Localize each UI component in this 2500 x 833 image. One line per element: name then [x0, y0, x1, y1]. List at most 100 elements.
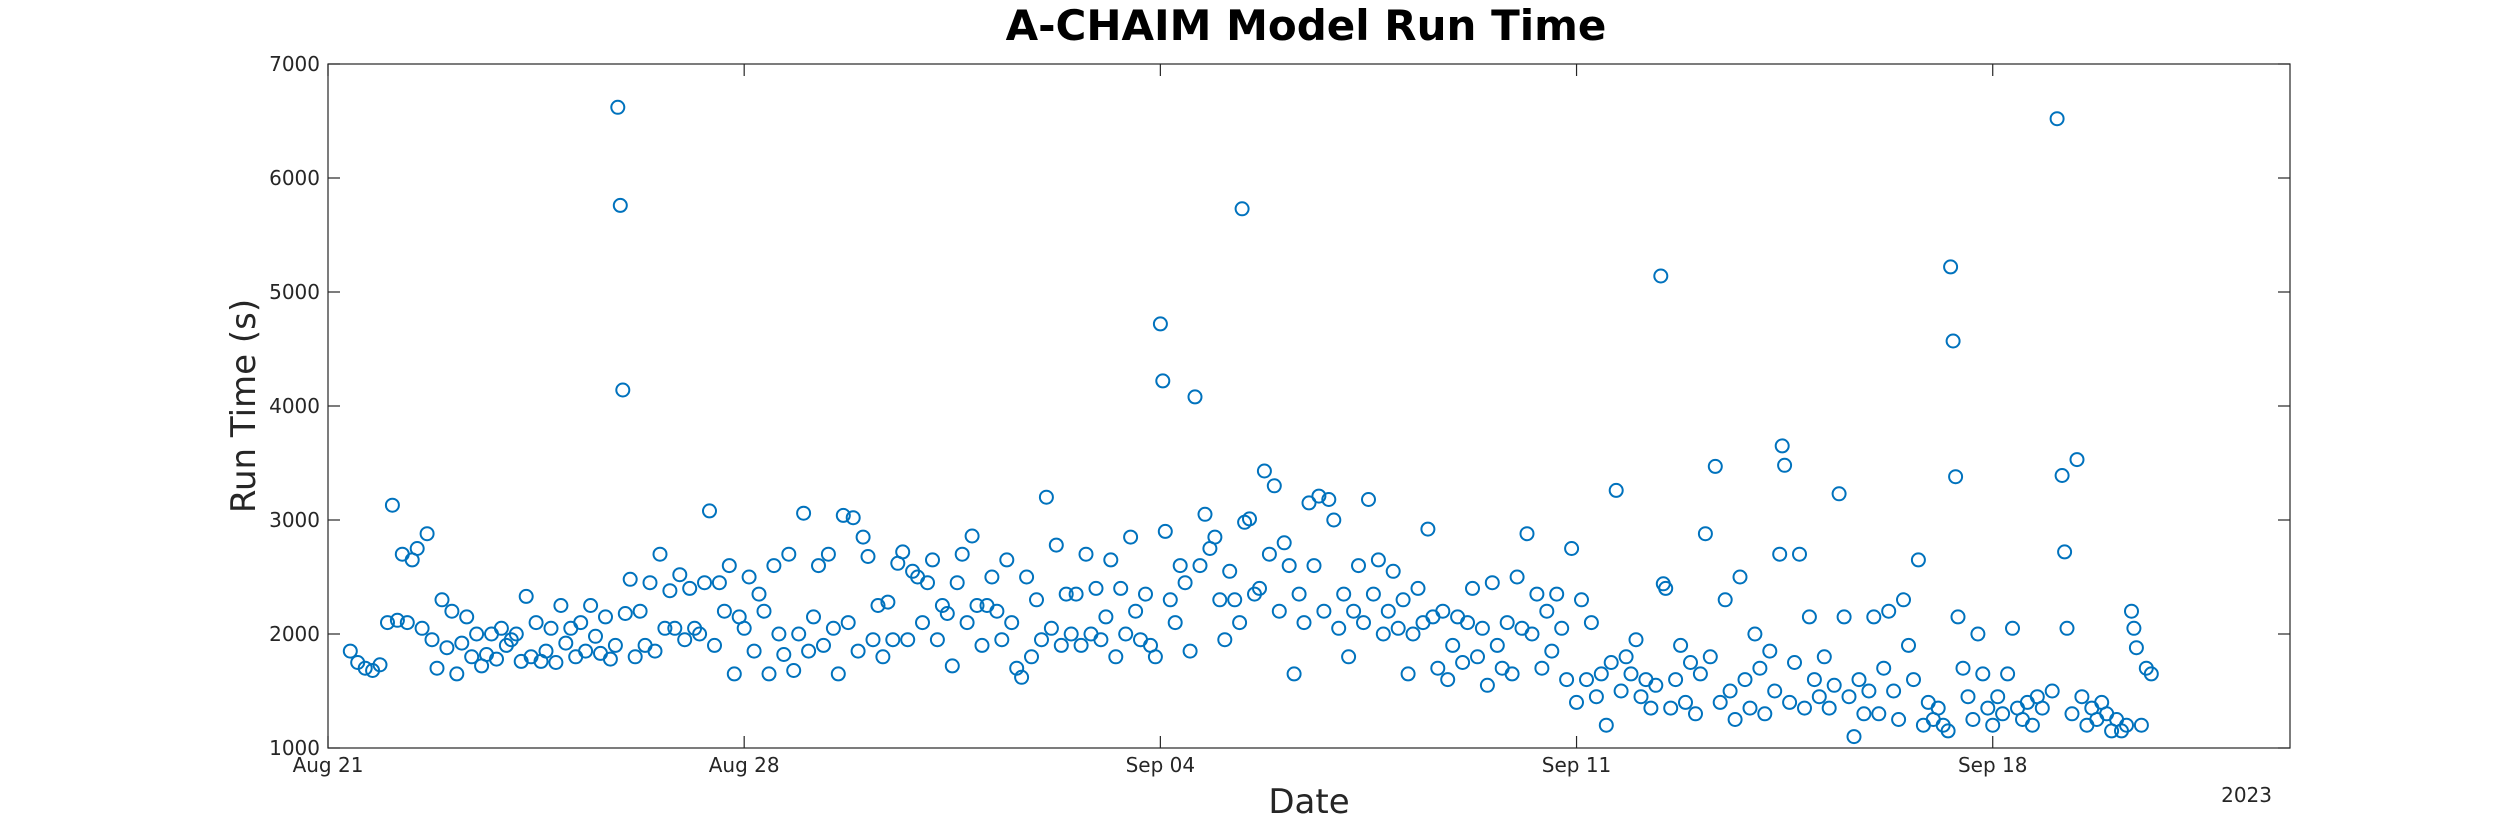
data-point [1618, 649, 1634, 665]
data-point [1668, 672, 1684, 688]
data-point [1940, 723, 1956, 739]
data-point [677, 632, 693, 648]
data-point [493, 620, 509, 636]
data-point [811, 558, 826, 574]
data-point [2074, 689, 2090, 705]
data-point [1697, 526, 1713, 542]
data-point [1155, 373, 1171, 389]
data-point [1524, 626, 1540, 642]
data-point [1554, 620, 1570, 636]
data-point [1024, 649, 1039, 665]
data-point [1851, 672, 1867, 688]
data-point [1351, 558, 1366, 574]
data-point [1128, 603, 1144, 619]
data-point [934, 598, 950, 613]
data-point [1182, 643, 1198, 659]
data-point [414, 620, 430, 636]
data-point [1782, 694, 1798, 710]
data-point [1811, 689, 1827, 705]
data-point [449, 666, 465, 682]
data-point [835, 507, 851, 523]
data-point [1063, 626, 1079, 642]
data-point [657, 620, 673, 636]
data-point [1683, 655, 1698, 670]
data-point [1797, 700, 1812, 716]
data-point [944, 658, 960, 674]
data-point [652, 546, 668, 562]
data-point [1162, 592, 1178, 608]
data-point [615, 382, 631, 398]
data-point [776, 647, 792, 662]
data-point [692, 626, 708, 642]
data-point [870, 598, 886, 613]
data-point [865, 632, 881, 648]
x-tick-label: Sep 11 [1542, 753, 1612, 777]
data-point [1910, 552, 1926, 568]
data-point [1866, 609, 1882, 625]
data-point [1048, 537, 1064, 553]
data-point [1588, 689, 1604, 705]
data-point [1336, 586, 1352, 602]
data-point [1747, 626, 1763, 642]
data-point [610, 99, 626, 115]
data-point [1504, 666, 1520, 682]
data-point [1103, 552, 1119, 568]
data-point [553, 598, 569, 613]
data-point [1598, 717, 1614, 733]
data-point [1365, 586, 1381, 602]
data-point [721, 558, 737, 574]
data-point [1787, 655, 1802, 670]
data-point [1113, 580, 1129, 596]
data-point [1826, 677, 1842, 693]
data-point [746, 643, 762, 659]
data-point [791, 626, 807, 642]
data-point [1197, 506, 1213, 522]
data-point [1806, 672, 1822, 688]
data-point [1653, 268, 1669, 284]
data-point [1029, 592, 1044, 608]
data-point [1014, 669, 1030, 685]
data-point [372, 657, 388, 673]
data-point [1326, 512, 1342, 528]
data-point [1593, 666, 1609, 682]
data-point [1435, 603, 1451, 619]
data-point [1579, 672, 1594, 688]
x-axis-year-label: 2023 [2221, 783, 2272, 807]
data-point [1564, 541, 1580, 556]
data-point [598, 609, 613, 625]
data-point [1440, 672, 1456, 688]
data-point [1643, 700, 1659, 716]
data-point [1370, 552, 1386, 568]
data-point [1232, 615, 1248, 631]
data-point [1628, 632, 1644, 648]
data-point [508, 626, 524, 642]
data-point [1608, 482, 1624, 498]
data-point [1068, 586, 1084, 602]
data-point [949, 575, 965, 591]
data-point [989, 603, 1005, 619]
data-point [1470, 649, 1485, 665]
data-point [357, 660, 373, 676]
data-point [1460, 615, 1475, 631]
data-point [1688, 706, 1703, 722]
data-point [1380, 603, 1396, 619]
data-point [736, 620, 752, 636]
data-point [969, 598, 985, 613]
y-tick-label: 1000 [269, 736, 320, 760]
data-point [2057, 544, 2073, 560]
data-point [716, 603, 732, 619]
data-point [617, 606, 633, 621]
data-point [1732, 569, 1748, 585]
data-point [429, 660, 445, 676]
data-point [1559, 672, 1575, 688]
data-point [578, 643, 594, 659]
data-point [1985, 717, 2001, 733]
data-point [796, 505, 812, 521]
data-point [1737, 672, 1753, 688]
data-point [1400, 666, 1416, 682]
data-point [1242, 511, 1257, 527]
data-point [1499, 615, 1515, 631]
data-point [1019, 569, 1035, 585]
data-point [1361, 492, 1376, 507]
data-point [543, 620, 559, 636]
